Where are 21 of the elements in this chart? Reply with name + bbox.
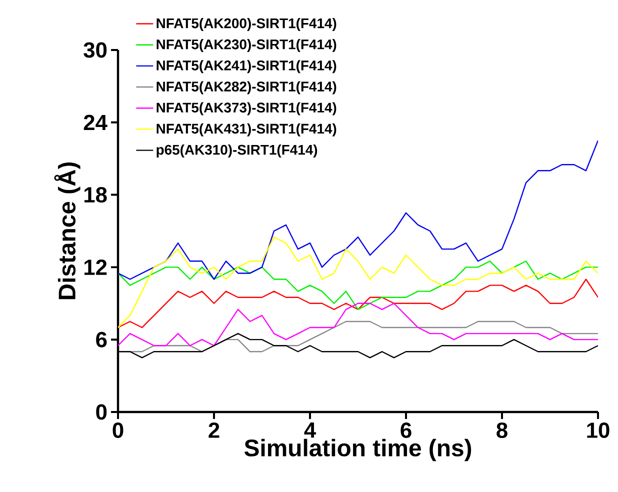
legend-label: NFAT5(AK282)-SIRT1(F414)	[156, 81, 336, 94]
x-axis-title: Simulation time (ns)	[244, 438, 472, 462]
y-tick-label: 24	[84, 114, 108, 130]
legend-label: NFAT5(AK373)-SIRT1(F414)	[156, 102, 336, 116]
y-tick-label: 30	[84, 42, 107, 58]
x-tick-label: 10	[587, 422, 610, 438]
legend-label: NFAT5(AK431)-SIRT1(F414)	[156, 123, 336, 136]
y-tick-label: 6	[96, 332, 107, 348]
y-tick-label: 0	[96, 404, 107, 420]
x-tick-label: 4	[304, 422, 316, 438]
x-tick-label: 6	[400, 422, 412, 438]
legend-label: NFAT5(AK230)-SIRT1(F414)	[156, 39, 336, 52]
y-axis-title: Distance (Å)	[54, 162, 80, 300]
legend-label: NFAT5(AK200)-SIRT1(F414)	[156, 18, 336, 31]
legend-label: p65(AK310)-SIRT1(F414)	[156, 144, 318, 158]
x-tick-label: 0	[112, 422, 124, 438]
y-tick-label: 18	[84, 187, 107, 203]
x-tick-label: 8	[496, 422, 508, 438]
x-tick-label: 2	[208, 422, 220, 438]
y-tick-label: 12	[84, 260, 107, 275]
legend-label: NFAT5(AK241)-SIRT1(F414)	[156, 60, 336, 74]
